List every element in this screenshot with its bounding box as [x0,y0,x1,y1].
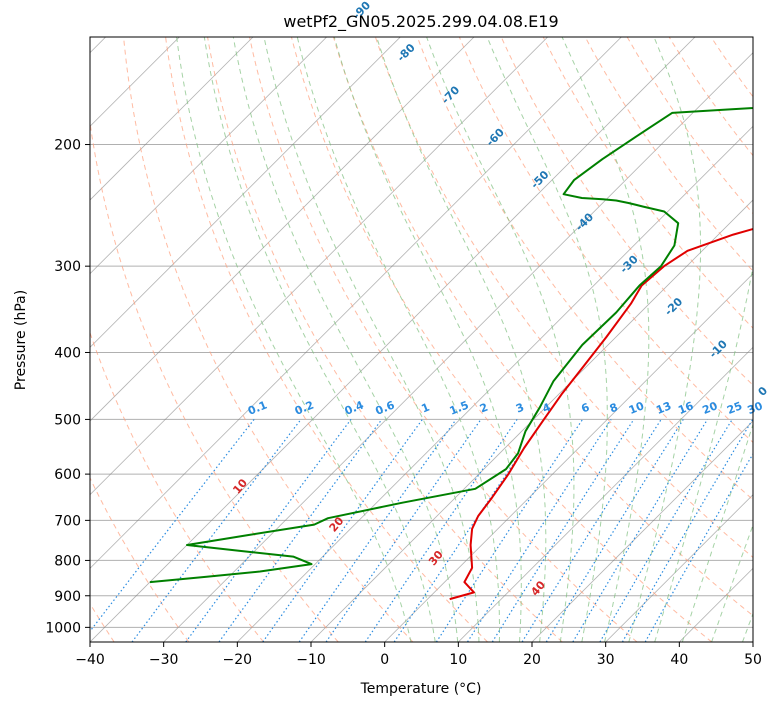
dewpoint-profile [149,106,753,584]
dry-adiabat-line [626,37,753,215]
plot-frame [89,36,754,643]
isotherm-line [90,37,328,275]
isotherm-line [458,346,753,642]
mixing-ratio-line [435,419,584,642]
dry-adiabat-line [458,37,753,444]
x-tick-label: 30 [597,652,615,668]
moist-adiabat-line [376,37,547,642]
y-tick-label: 1000 [45,620,81,636]
x-tick-label: −20 [223,652,253,668]
moist-adiabat-line [203,37,436,642]
mixing-ratio-line [298,419,457,642]
x-tick-label: 40 [670,652,688,668]
dry-adiabat-line [542,37,753,329]
dry-adiabat-line [207,37,563,642]
x-tick-label: −10 [296,652,326,668]
y-tick-label: 300 [54,259,81,275]
x-tick-label: 0 [380,652,389,668]
y-tick-label: 500 [54,412,81,428]
mixing-ratio-label: 30 [746,399,765,417]
moist-adiabat-line [561,37,650,642]
mixing-ratio-line [325,419,482,642]
mixing-ratio-label: 8 [608,401,620,416]
isotherm-line [90,37,622,569]
isotherm-line [90,37,254,201]
mixing-ratio-label: 3 [514,401,526,416]
y-tick-label: 800 [54,553,81,569]
mixing-ratio-label: 1 [420,401,432,416]
dry-adiabat-line [290,37,713,642]
moist-adiabat-line [426,37,575,642]
moist-adiabat-line [333,37,522,642]
dry-adiabat-line [374,37,753,559]
mixing-ratio-label: 13 [654,399,673,417]
mixing-ratio-line [131,419,302,642]
dry-adiabat-line [90,476,190,642]
mixing-ratio-label: 10 [627,399,646,417]
isotherm-line [90,37,475,422]
isotherm-line [90,37,401,348]
dry-adiabat-line [90,119,339,642]
mixing-ratio-label: 20 [700,399,719,417]
x-tick-label: 20 [523,652,541,668]
dry-adiabat-line [332,37,753,617]
mixing-ratio-label: 2 [478,401,490,416]
isotherm-line [237,125,753,642]
mixing-ratio-line [599,419,733,642]
moist-adiabat-line [232,37,459,642]
isotherm-line [90,37,180,127]
y-tick-label: 200 [54,138,81,154]
moist-adiabat-line [296,37,500,642]
isotherm-line [531,420,753,642]
x-tick-label: 10 [449,652,467,668]
dry-adiabat-line [668,37,753,157]
axes: −40−30−20−100102030405010020030040050060… [45,138,762,668]
moist-adiabat-line [263,37,480,642]
mixing-ratio-line [90,419,255,633]
y-axis-title: Pressure (hPa) [13,290,29,390]
temperature-profile [449,227,753,601]
x-tick-label: 50 [744,652,762,668]
isotherm-line [163,52,753,642]
isotherm-line [90,37,696,642]
mixing-ratio-line [572,419,709,642]
dry-adiabat-line [165,37,488,642]
mixing-ratio-line [621,419,753,642]
isotherm-line [605,494,753,642]
moist-adiabat-line [486,37,608,642]
moist-adiabat-line [176,37,412,642]
mixing-ratio-label: 25 [725,399,744,417]
mixing-ratio-label: 16 [676,399,695,417]
chart-title: wetPf2_GN05.2025.299.04.08.E19 [283,12,558,32]
mixing-ratio-line [262,419,423,642]
y-tick-label: 900 [54,589,81,605]
dry-adiabat-line [249,37,638,642]
plot-area [90,37,753,642]
isotherm-line [384,273,753,642]
mixing-ratio-line [466,419,612,642]
dry-adiabat-line [500,37,753,386]
y-tick-label: 600 [54,467,81,483]
x-tick-label: −30 [149,652,179,668]
y-tick-label: 400 [54,345,81,361]
mixing-ratio-line [393,419,545,642]
isotherm-line [90,37,549,496]
x-tick-label: −40 [75,652,105,668]
y-tick-label: 700 [54,513,81,529]
mixing-ratio-line [364,419,518,642]
moist-adiabat-line [681,422,753,642]
x-axis-title: Temperature (°C) [360,681,482,697]
